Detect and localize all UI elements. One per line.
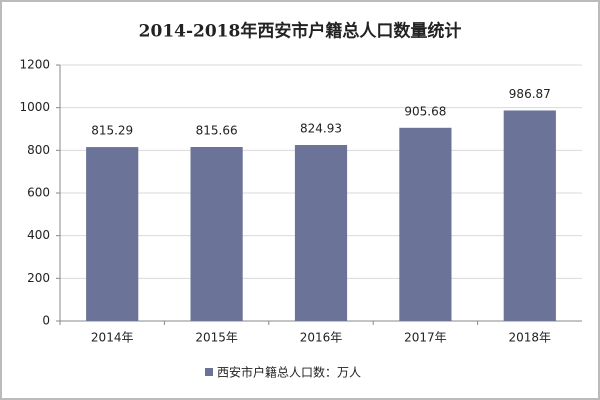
data-label: 815.29 [91, 124, 133, 138]
y-tick-label: 200 [27, 271, 50, 285]
bar [294, 145, 348, 321]
y-tick-label: 1200 [19, 58, 50, 72]
y-tick-label: 1000 [19, 100, 50, 114]
x-tick-label: 2016年 [300, 331, 343, 345]
y-tick-label: 800 [27, 143, 50, 157]
data-label: 905.68 [404, 104, 446, 118]
y-tick-label: 600 [27, 186, 50, 200]
chart-title: 2014-2018年西安市户籍总人口数量统计 [139, 21, 462, 42]
x-tick-label: 2014年 [91, 331, 134, 345]
bar [190, 146, 243, 321]
x-tick-label: 2015年 [195, 331, 238, 345]
bar [503, 110, 556, 321]
y-tick-label: 400 [27, 228, 50, 242]
legend-swatch [205, 368, 213, 376]
legend-label: 西安市户籍总人口数：万人 [217, 365, 361, 380]
data-label: 824.93 [300, 122, 342, 136]
bar [86, 147, 139, 321]
y-tick-label: 0 [42, 314, 50, 328]
data-label: 986.87 [509, 87, 551, 101]
x-tick-label: 2017年 [404, 331, 447, 345]
x-tick-label: 2018年 [509, 331, 552, 345]
bar [399, 127, 452, 321]
data-label: 815.66 [196, 123, 238, 137]
